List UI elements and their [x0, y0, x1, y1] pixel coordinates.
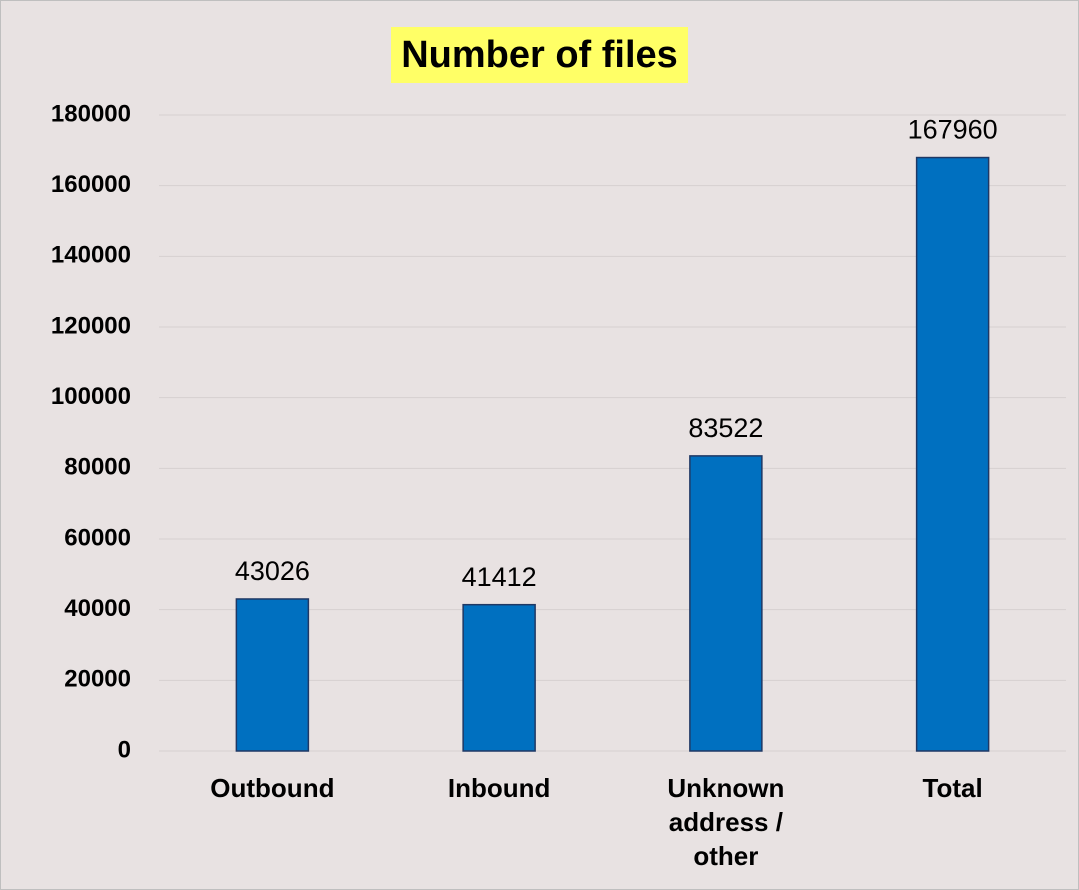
y-tick-label: 60000 — [64, 524, 131, 551]
data-label: 167960 — [908, 115, 998, 145]
bar — [915, 156, 990, 752]
y-tick-label: 20000 — [64, 666, 131, 693]
chart-title: Number of files — [391, 27, 688, 83]
title-box: Number of files — [1, 27, 1078, 83]
bar — [235, 598, 310, 752]
bar — [689, 455, 763, 752]
data-label: 41412 — [462, 562, 537, 592]
y-tick-label: 0 — [118, 736, 131, 763]
bar — [462, 603, 536, 752]
data-label: 43026 — [235, 556, 310, 586]
y-tick-label: 80000 — [64, 454, 131, 481]
x-tick-label: Total — [922, 773, 983, 803]
data-label: 83522 — [688, 413, 763, 443]
y-tick-label: 180000 — [51, 100, 131, 127]
y-tick-label: 140000 — [51, 242, 131, 269]
y-tick-label: 120000 — [51, 312, 131, 339]
x-tick-label: Inbound — [447, 773, 551, 803]
y-tick-label: 100000 — [51, 383, 131, 410]
x-tick-label: Outbound — [210, 773, 335, 803]
x-tick-label: Unknown address / other — [667, 773, 785, 871]
y-tick-label: 40000 — [64, 595, 131, 622]
y-tick-label: 160000 — [51, 171, 131, 198]
